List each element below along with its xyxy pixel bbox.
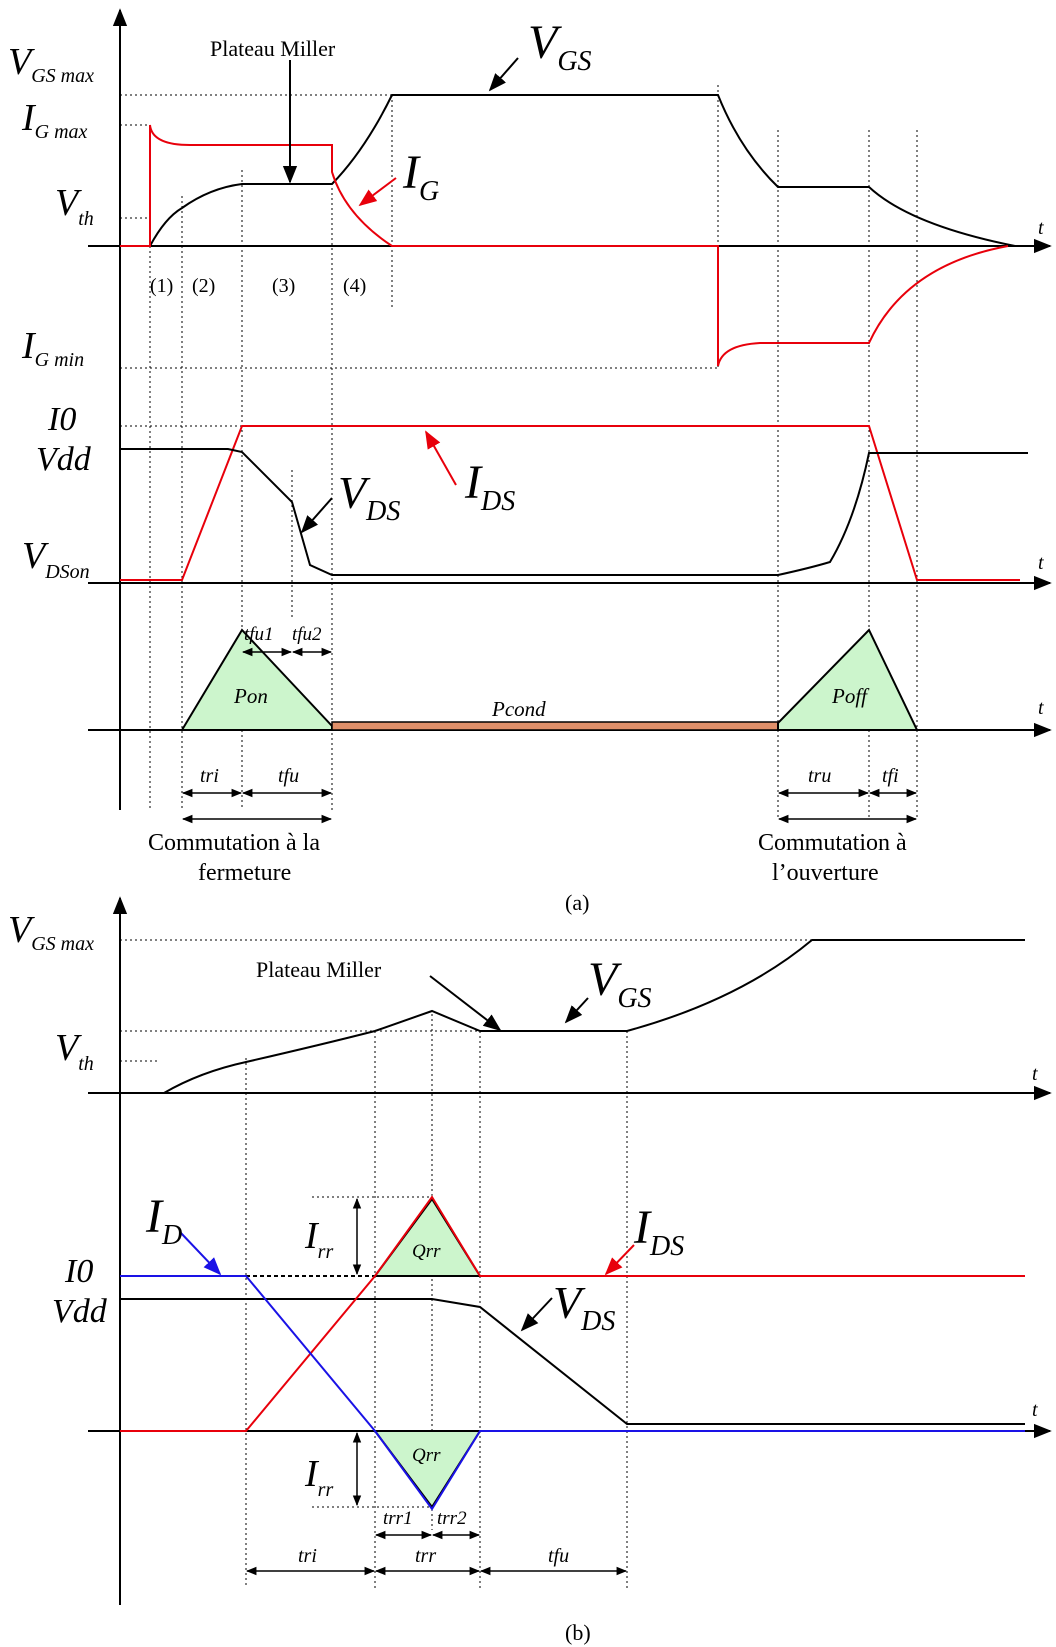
panel-a-ig-max-label: IG max [21, 97, 88, 143]
panel-a-t-label-3: t [1038, 697, 1044, 719]
panel-a [88, 8, 1052, 824]
panel-a-commutation-on-line2: fermeture [198, 860, 291, 886]
panel-b-vgs-curve [163, 939, 1025, 1094]
panel-a-plateau-label: Plateau Miller [210, 36, 336, 61]
panel-a-pon-label: Pon [233, 684, 268, 708]
panel-b-vds-curve [120, 1298, 1025, 1425]
panel-a-ids-curve-label: IDS [464, 456, 515, 517]
panel-a-ig-curve-label: IG [402, 146, 439, 207]
panel-b [88, 896, 1052, 1605]
panel-a-tfu-label: tfu [278, 765, 299, 787]
panel-b-ids-arrow [604, 1244, 635, 1276]
panel-b-t-label-2: t [1032, 1399, 1038, 1421]
panel-b-id-curve [120, 1275, 1025, 1511]
panel-a-pcond-bar [331, 721, 779, 731]
panel-a-timing-arrows [181, 647, 918, 824]
panel-a-caption: (a) [565, 890, 589, 915]
panel-b-text: VGS max Vth Plateau Miller VGS ID I0 Vdd… [8, 909, 1038, 1645]
panel-b-qrr-bottom-triangle [373, 1430, 482, 1509]
panel-b-plateau-label: Plateau Miller [256, 957, 382, 982]
panel-b-qrr-top-label: Qrr [412, 1241, 441, 1262]
panel-b-vds-curve-label: VDS [553, 1277, 615, 1337]
panel-a-tfi-label: tfi [882, 765, 899, 787]
panel-b-trr2-label: trr2 [437, 1508, 467, 1529]
panel-b-tfu-label: tfu [548, 1545, 569, 1567]
panel-a-text: VGS max IG max Vth IG min I0 Vdd VDSon P… [8, 16, 1044, 915]
panel-a-vds-arrow [300, 497, 333, 534]
panel-a-phase-3: (3) [272, 275, 295, 297]
panel-b-vgs-max-label: VGS max [8, 909, 94, 955]
panel-b-irr-top-label: Irr [304, 1215, 333, 1263]
panel-b-qrr-top-triangle [373, 1197, 482, 1277]
panel-b-ids-curve-label: IDS [633, 1201, 684, 1262]
panel-a-pon-triangle [180, 628, 333, 731]
panel-a-vdd-label: Vdd [36, 441, 92, 478]
panel-a-vds-curve-label: VDS [338, 467, 400, 527]
panel-a-poff-label: Poff [831, 684, 870, 708]
panel-b-qrr-bottom-label: Qrr [412, 1445, 441, 1466]
panel-b-plateau-arrow [429, 975, 502, 1032]
panel-b-vth-label: Vth [55, 1027, 94, 1075]
panel-a-commutation-off-line2: l’ouverture [772, 860, 879, 886]
panel-a-tfu1-label: tfu1 [244, 624, 274, 645]
panel-a-ig-curve [120, 124, 1009, 367]
panel-a-ig-arrow [358, 177, 397, 207]
panel-a-tfu2-label: tfu2 [292, 624, 322, 645]
panel-a-vgs-curve-label: VGS [528, 16, 592, 77]
panel-a-vds-curve [120, 448, 1028, 576]
panel-a-commutation-off-line1: Commutation à [758, 830, 907, 856]
panel-a-tri-label: tri [200, 765, 219, 787]
panel-b-id-curve-label: ID [145, 1190, 182, 1251]
panel-b-vgs-curve-label: VGS [588, 953, 652, 1014]
panel-a-vgs-curve [149, 94, 1016, 247]
panel-b-trr-label: trr [415, 1545, 436, 1567]
panel-a-t-label-2: t [1038, 552, 1044, 574]
panel-a-t-label-1: t [1038, 217, 1044, 239]
panel-a-vgs-arrow [488, 57, 519, 92]
panel-a-vth-label: Vth [55, 182, 94, 230]
panel-a-ids-arrow [425, 430, 457, 486]
panel-b-t-label-1: t [1032, 1063, 1038, 1085]
panel-a-phase-1: (1) [150, 275, 173, 297]
panel-a-phase-2: (2) [192, 275, 215, 297]
panel-a-ig-min-label: IG min [21, 325, 84, 371]
panel-b-id-arrow [179, 1231, 222, 1276]
panel-b-trr1-label: trr1 [383, 1508, 413, 1529]
panel-a-i0-label: I0 [47, 401, 76, 438]
panel-a-vdson-label: VDSon [22, 535, 90, 583]
panel-b-ids-curve [120, 1195, 1025, 1432]
panel-a-pcond-label: Pcond [491, 697, 546, 721]
panel-b-tri-label: tri [298, 1545, 317, 1567]
panel-a-commutation-on-line1: Commutation à la [148, 830, 320, 856]
panel-b-timing-arrows [245, 1197, 628, 1576]
panel-b-i0-label: I0 [64, 1253, 93, 1290]
panel-a-tru-label: tru [808, 765, 831, 787]
panel-b-vds-arrow [520, 1297, 553, 1332]
panel-b-caption: (b) [565, 1620, 591, 1645]
panel-a-vgs-max-label: VGS max [8, 41, 94, 87]
panel-b-irr-bottom-label: Irr [304, 1453, 333, 1501]
panel-a-ids-curve [120, 425, 1020, 581]
panel-b-vdd-label: Vdd [52, 1293, 108, 1330]
panel-a-poff-triangle [777, 628, 919, 731]
panel-b-vgs-arrow [564, 997, 589, 1024]
panel-a-phase-4: (4) [343, 275, 366, 297]
